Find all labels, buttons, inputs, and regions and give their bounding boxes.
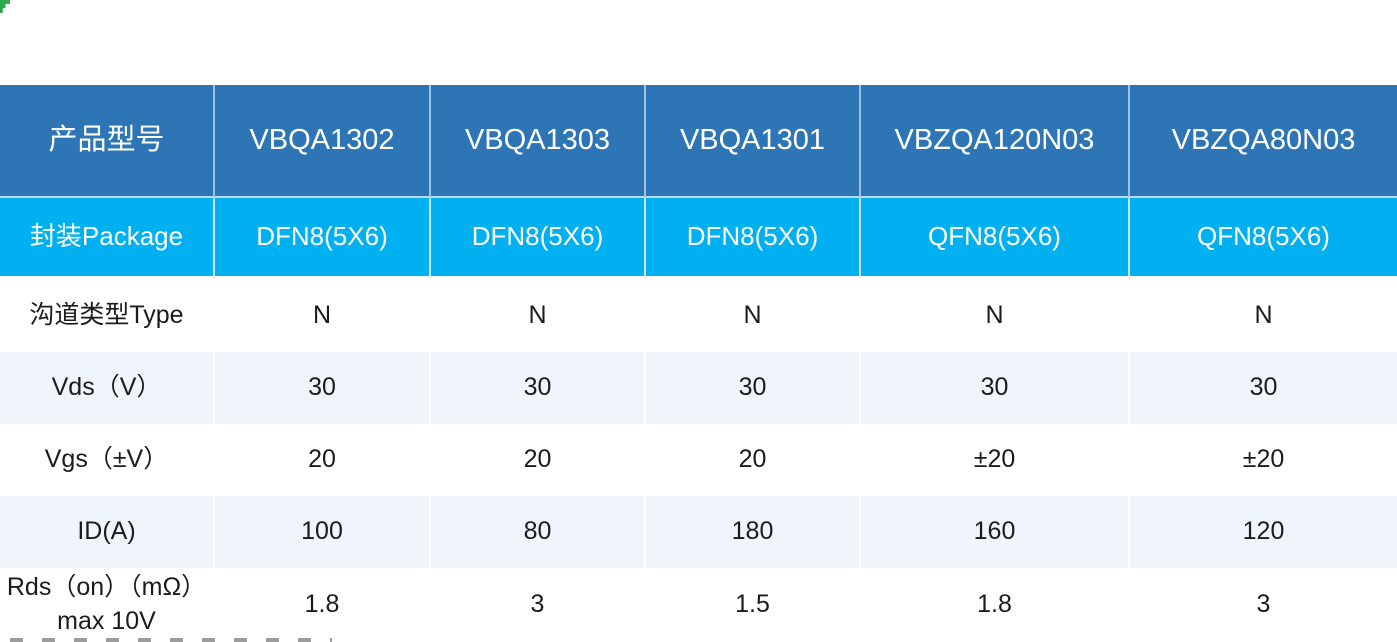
rds-value: 3 <box>431 568 646 642</box>
vgs-value: 20 <box>215 424 431 496</box>
clipped-next-row-artifact <box>10 638 332 642</box>
row-label-vgs: Vgs（±V） <box>0 424 215 496</box>
row-vds: Vds（V） 30 30 30 30 30 <box>0 352 1397 424</box>
id-value: 100 <box>215 496 431 568</box>
vds-value: 30 <box>861 352 1130 424</box>
header-cell-vbqa1303: VBQA1303 <box>431 85 646 198</box>
row-label-vds: Vds（V） <box>0 352 215 424</box>
package-value: DFN8(5X6) <box>646 198 861 279</box>
vds-value: 30 <box>1249 373 1278 402</box>
vgs-value: ±20 <box>1242 445 1285 474</box>
product-spec-table: 产品型号 VBQA1302 VBQA1303 VBQA1301 VBZQA120… <box>0 85 1397 642</box>
id-value: 180 <box>646 496 861 568</box>
channel-type-value: N <box>646 279 861 352</box>
rds-value: 1.5 <box>646 568 861 642</box>
vds-value: 30 <box>215 352 431 424</box>
rds-value: 3 <box>1256 590 1271 619</box>
package-value: QFN8(5X6) <box>1130 198 1397 279</box>
package-value: DFN8(5X6) <box>431 198 646 279</box>
row-label-id: ID(A) <box>0 496 215 568</box>
header-cell-vbzqa120n03: VBZQA120N03 <box>861 85 1130 198</box>
vgs-value: ±20 <box>861 424 1130 496</box>
vds-value: 30 <box>431 352 646 424</box>
header-cell-vbqa1301: VBQA1301 <box>646 85 861 198</box>
id-value: 120 <box>1242 517 1285 546</box>
channel-type-value: N <box>215 279 431 352</box>
row-label-rds-on: Rds（on）（mΩ）max 10V <box>0 568 215 642</box>
row-rds-on: Rds（on）（mΩ）max 10V 1.8 3 1.5 1.8 3 <box>0 568 1397 642</box>
row-vgs: Vgs（±V） 20 20 20 ±20 ±20 <box>0 424 1397 496</box>
rds-value: 1.8 <box>215 568 431 642</box>
header-cell-vbqa1302: VBQA1302 <box>215 85 431 198</box>
header-cell-product-model-label: 产品型号 <box>0 85 215 198</box>
vds-value: 30 <box>646 352 861 424</box>
row-label-channel-type: 沟道类型Type <box>0 279 215 352</box>
vgs-value: 20 <box>431 424 646 496</box>
table-header-row: 产品型号 VBQA1302 VBQA1303 VBQA1301 VBZQA120… <box>0 85 1397 198</box>
vgs-value: 20 <box>646 424 861 496</box>
header-cell-vbzqa80n03: VBZQA80N03 <box>1130 85 1397 198</box>
row-channel-type: 沟道类型Type N N N N N <box>0 279 1397 352</box>
id-value: 160 <box>861 496 1130 568</box>
channel-type-value: N <box>431 279 646 352</box>
row-id-current: ID(A) 100 80 180 160 120 <box>0 496 1397 568</box>
rds-value: 1.8 <box>861 568 1130 642</box>
channel-type-value: N <box>1254 300 1273 329</box>
channel-type-value: N <box>861 279 1130 352</box>
row-label-package: 封装Package <box>0 198 215 279</box>
id-value: 80 <box>431 496 646 568</box>
corner-marker-icon <box>0 0 10 13</box>
package-value: DFN8(5X6) <box>215 198 431 279</box>
package-value: QFN8(5X6) <box>861 198 1130 279</box>
row-package: 封装Package DFN8(5X6) DFN8(5X6) DFN8(5X6) … <box>0 198 1397 279</box>
